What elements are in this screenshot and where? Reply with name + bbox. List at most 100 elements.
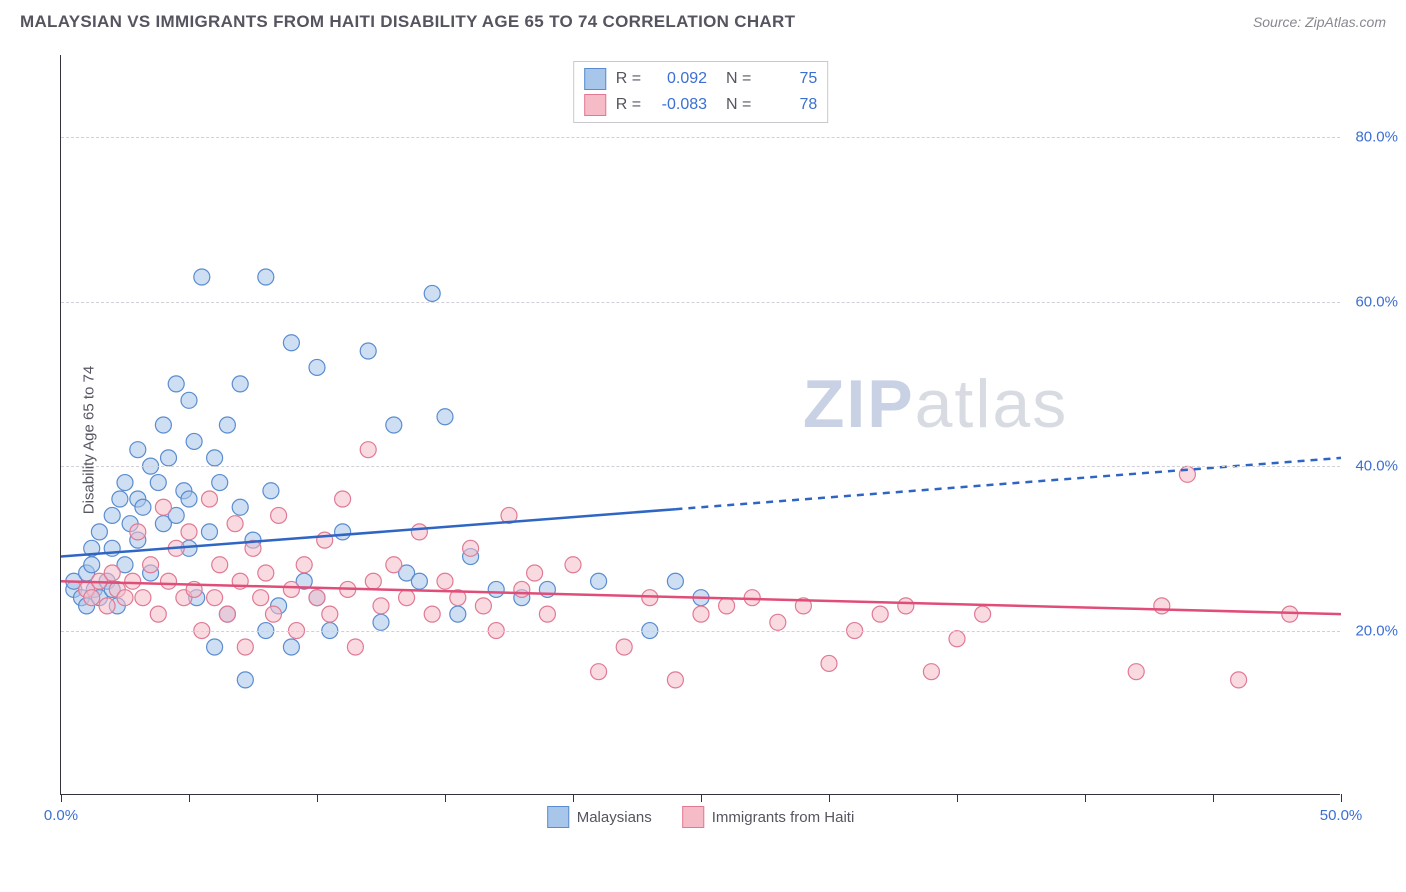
legend-swatch — [584, 68, 606, 90]
series-legend: Malaysians Immigrants from Haiti — [547, 806, 855, 828]
data-point — [212, 475, 228, 491]
x-tick — [189, 794, 190, 802]
gridline — [61, 631, 1340, 632]
y-tick-label: 40.0% — [1355, 458, 1398, 475]
n-label: N = — [717, 70, 751, 88]
x-tick — [61, 794, 62, 802]
data-point — [667, 672, 683, 688]
data-point — [411, 573, 427, 589]
data-point — [527, 565, 543, 581]
data-point — [1231, 672, 1247, 688]
data-point — [667, 573, 683, 589]
data-point — [591, 664, 607, 680]
data-point — [271, 507, 287, 523]
data-point — [219, 606, 235, 622]
data-point — [84, 590, 100, 606]
data-point — [207, 590, 223, 606]
chart-title: MALAYSIAN VS IMMIGRANTS FROM HAITI DISAB… — [20, 12, 795, 32]
legend-label: Malaysians — [577, 809, 652, 826]
data-point — [130, 524, 146, 540]
data-point — [923, 664, 939, 680]
data-point — [1154, 598, 1170, 614]
data-point — [386, 417, 402, 433]
data-point — [365, 573, 381, 589]
legend-swatch — [584, 94, 606, 116]
data-point — [949, 631, 965, 647]
data-point — [283, 335, 299, 351]
stats-row: R =-0.083 N =78 — [584, 92, 818, 118]
x-tick — [445, 794, 446, 802]
data-point — [360, 343, 376, 359]
data-point — [104, 565, 120, 581]
data-point — [253, 590, 269, 606]
data-point — [347, 639, 363, 655]
data-point — [161, 573, 177, 589]
data-point — [283, 639, 299, 655]
x-tick — [1341, 794, 1342, 802]
data-point — [104, 507, 120, 523]
data-point — [450, 606, 466, 622]
data-point — [130, 442, 146, 458]
n-label: N = — [717, 96, 751, 114]
data-point — [309, 359, 325, 375]
data-point — [719, 598, 735, 614]
data-point — [155, 417, 171, 433]
data-point — [91, 524, 107, 540]
chart-container: Disability Age 65 to 74 ZIPatlas R =0.09… — [50, 55, 1370, 825]
data-point — [386, 557, 402, 573]
data-point — [514, 581, 530, 597]
data-point — [207, 450, 223, 466]
data-point — [488, 581, 504, 597]
gridline — [61, 466, 1340, 467]
r-label: R = — [616, 96, 641, 114]
r-label: R = — [616, 70, 641, 88]
data-point — [539, 606, 555, 622]
data-point — [181, 524, 197, 540]
data-point — [227, 516, 243, 532]
data-point — [201, 491, 217, 507]
x-tick — [317, 794, 318, 802]
x-tick-label: 50.0% — [1320, 807, 1363, 824]
data-point — [283, 581, 299, 597]
data-point — [84, 557, 100, 573]
data-point — [150, 606, 166, 622]
x-tick — [829, 794, 830, 802]
data-point — [232, 499, 248, 515]
data-point — [265, 606, 281, 622]
stats-row: R =0.092 N =75 — [584, 66, 818, 92]
data-point — [258, 269, 274, 285]
data-point — [181, 392, 197, 408]
data-point — [161, 450, 177, 466]
legend-swatch — [682, 806, 704, 828]
data-point — [296, 557, 312, 573]
legend-item: Malaysians — [547, 806, 652, 828]
legend-item: Immigrants from Haiti — [682, 806, 855, 828]
gridline — [61, 302, 1340, 303]
data-point — [463, 540, 479, 556]
y-tick-label: 20.0% — [1355, 622, 1398, 639]
data-point — [424, 606, 440, 622]
data-point — [373, 614, 389, 630]
data-point — [117, 475, 133, 491]
r-value: 0.092 — [651, 70, 707, 88]
data-point — [207, 639, 223, 655]
data-point — [437, 573, 453, 589]
data-point — [237, 639, 253, 655]
plot-svg — [61, 55, 1340, 794]
data-point — [186, 433, 202, 449]
data-point — [258, 565, 274, 581]
data-point — [437, 409, 453, 425]
data-point — [322, 606, 338, 622]
data-point — [117, 590, 133, 606]
data-point — [181, 491, 197, 507]
data-point — [411, 524, 427, 540]
data-point — [693, 606, 709, 622]
data-point — [194, 269, 210, 285]
data-point — [125, 573, 141, 589]
data-point — [317, 532, 333, 548]
data-point — [591, 573, 607, 589]
n-value: 78 — [761, 96, 817, 114]
data-point — [770, 614, 786, 630]
data-point — [237, 672, 253, 688]
source-attribution: Source: ZipAtlas.com — [1253, 14, 1386, 30]
